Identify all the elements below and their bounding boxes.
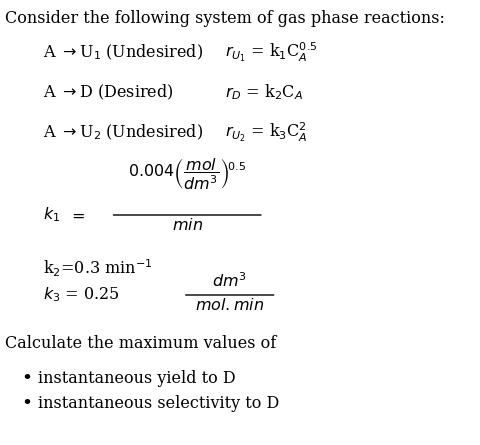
Text: $=$: $=$ (68, 206, 85, 223)
Text: $k_3$ = 0.25: $k_3$ = 0.25 (42, 286, 119, 304)
Text: $mol.min$: $mol.min$ (195, 297, 264, 314)
Text: $min$: $min$ (171, 217, 202, 234)
Text: •: • (21, 395, 32, 413)
Text: Consider the following system of gas phase reactions:: Consider the following system of gas pha… (5, 10, 444, 27)
Text: $r_{U_1}$ = k$_1$C$_A^{0.5}$: $r_{U_1}$ = k$_1$C$_A^{0.5}$ (225, 40, 317, 64)
Text: $r_{U_2}$ = k$_3$C$_A^2$: $r_{U_2}$ = k$_3$C$_A^2$ (225, 120, 308, 144)
Text: k$_2$=0.3 min$^{-1}$: k$_2$=0.3 min$^{-1}$ (42, 258, 152, 279)
Text: $k_1$: $k_1$ (42, 206, 60, 224)
Text: A $\rightarrow$U$_2$ (Undesired): A $\rightarrow$U$_2$ (Undesired) (42, 122, 202, 142)
Text: $r_D$ = k$_2$C$_A$: $r_D$ = k$_2$C$_A$ (225, 82, 303, 102)
Text: instantaneous selectivity to D: instantaneous selectivity to D (38, 395, 279, 412)
Text: instantaneous yield to D: instantaneous yield to D (38, 370, 235, 387)
Text: $dm^3$: $dm^3$ (212, 272, 247, 291)
Text: Calculate the maximum values of: Calculate the maximum values of (5, 335, 276, 352)
Text: $0.004\left(\dfrac{mol}{dm^3}\right)^{\!0.5}$: $0.004\left(\dfrac{mol}{dm^3}\right)^{\!… (128, 156, 246, 192)
Text: A $\rightarrow$D (Desired): A $\rightarrow$D (Desired) (42, 82, 173, 101)
Text: A $\rightarrow$U$_1$ (Undesired): A $\rightarrow$U$_1$ (Undesired) (42, 42, 202, 62)
Text: •: • (21, 370, 32, 388)
